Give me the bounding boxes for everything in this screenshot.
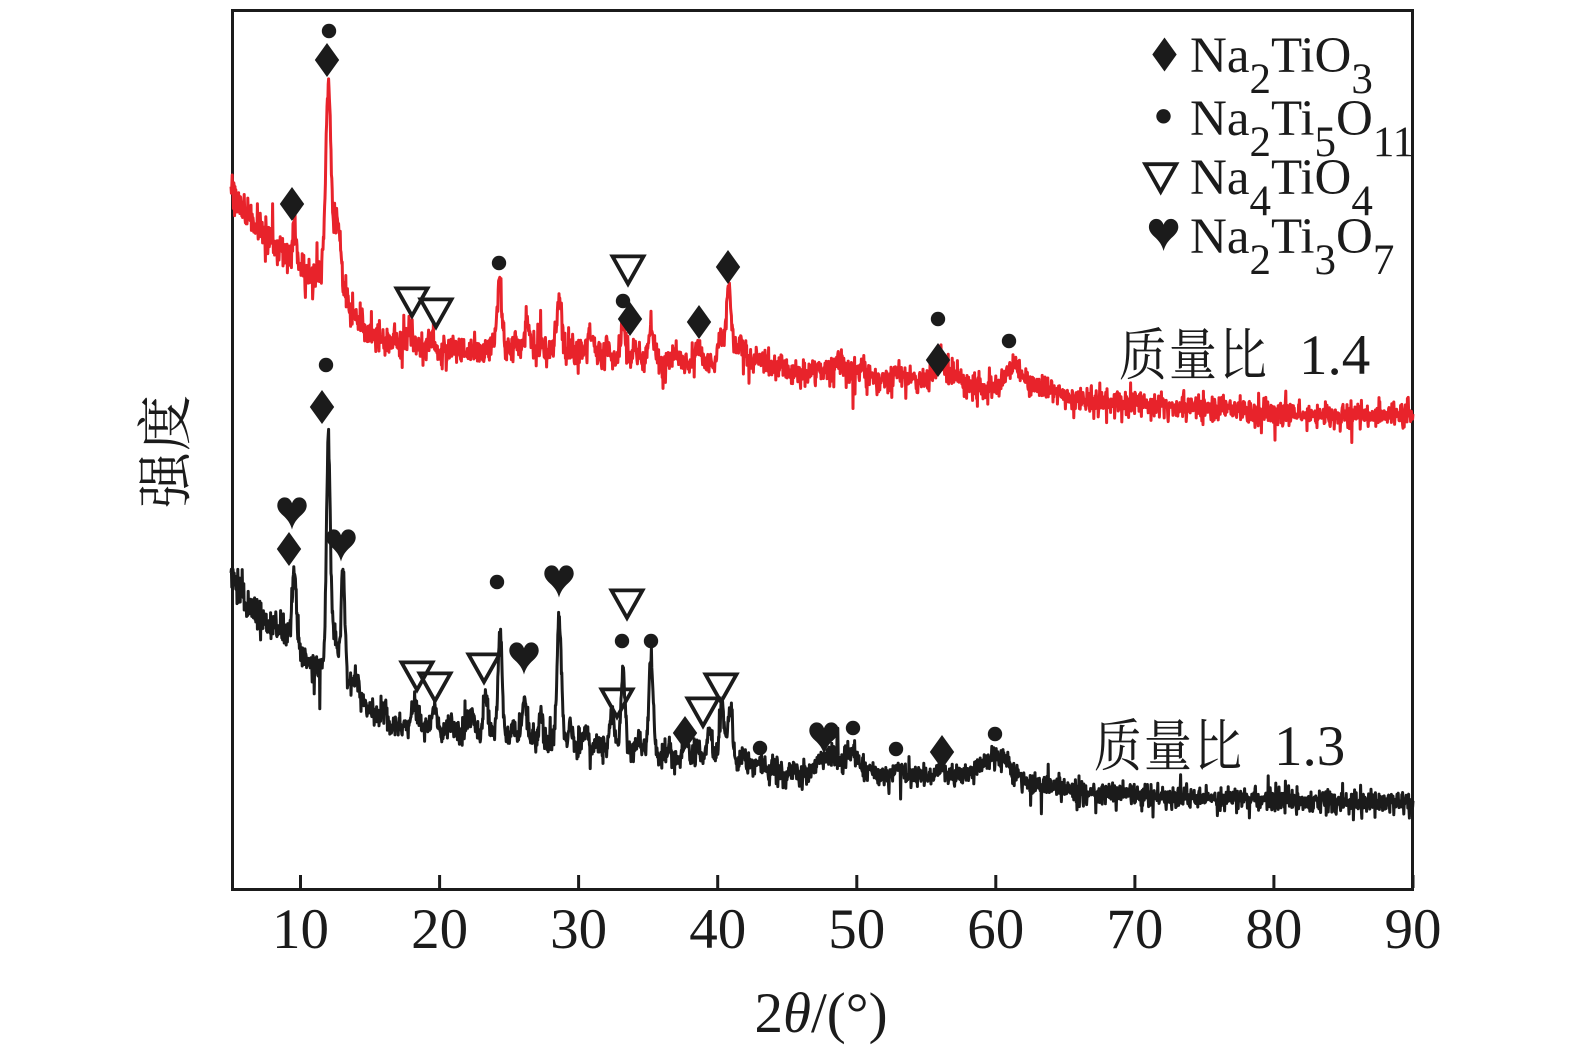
svg-text:2θ/(°): 2θ/(°) <box>754 982 887 1045</box>
svg-text:70: 70 <box>1106 898 1163 961</box>
svg-text:20: 20 <box>411 898 468 961</box>
svg-text:10: 10 <box>272 898 329 961</box>
svg-text:60: 60 <box>967 898 1024 961</box>
svg-text:1.4: 1.4 <box>1299 324 1370 387</box>
svg-text:40: 40 <box>689 898 746 961</box>
svg-text:50: 50 <box>828 898 885 961</box>
svg-text:1.3: 1.3 <box>1274 715 1345 778</box>
svg-text:80: 80 <box>1245 898 1302 961</box>
svg-text:30: 30 <box>550 898 607 961</box>
svg-text:90: 90 <box>1385 898 1442 961</box>
